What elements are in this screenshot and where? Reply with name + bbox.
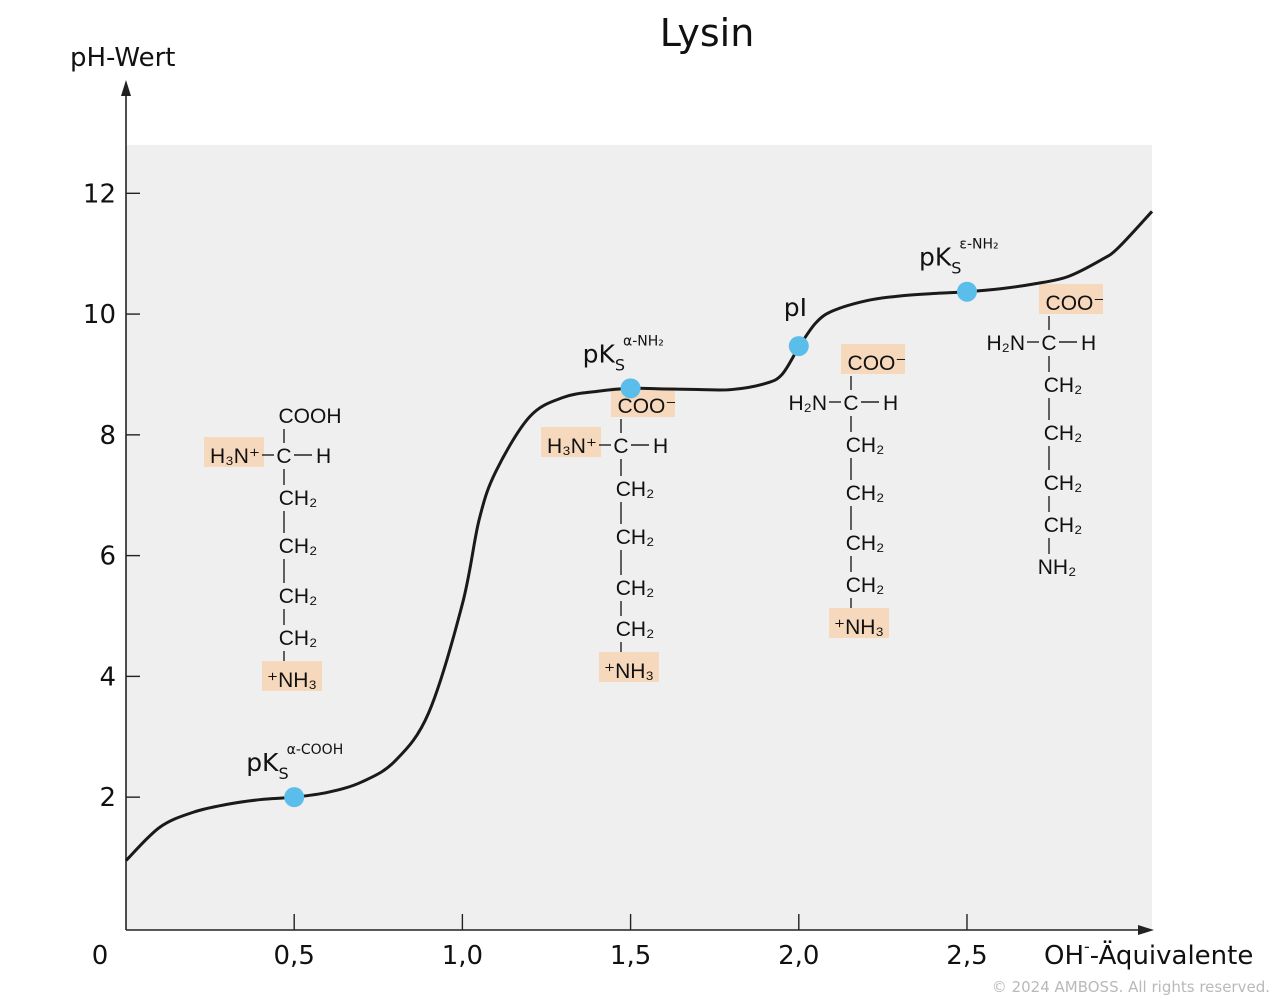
chain-group-2: CH₂ xyxy=(846,532,884,555)
alpha-carbon: C xyxy=(1041,332,1056,355)
alpha-carbon: C xyxy=(276,445,291,468)
bottom-highlight xyxy=(599,652,659,682)
chain-group-1: CH₂ xyxy=(279,535,317,558)
y-tick-label: 4 xyxy=(99,662,116,692)
chain-group-3: CH₂ xyxy=(616,618,654,641)
chain-group-2: CH₂ xyxy=(616,577,654,600)
chain-group-0: CH₂ xyxy=(279,487,317,510)
structure-1: COO⁻ H₃N⁺ C H CH₂ CH₂ CH₂ CH₂ ⁺NH₃ xyxy=(541,387,676,683)
top-group: COO⁻ xyxy=(1046,292,1105,315)
bottom-group: ⁺NH₃ xyxy=(267,669,317,692)
x-tick-label: 0,5 xyxy=(274,941,315,971)
point-1 xyxy=(620,378,641,399)
structure-2: COO⁻ H₂N C H CH₂ CH₂ CH₂ CH₂ ⁺NH₃ xyxy=(789,344,907,639)
chain-group-1: CH₂ xyxy=(616,526,654,549)
y-tick-label: 2 xyxy=(99,783,116,813)
right-group: H xyxy=(316,445,331,468)
top-group: COO⁻ xyxy=(848,352,907,375)
bottom-group: ⁺NH₃ xyxy=(604,660,654,683)
x-tick-label: 2,5 xyxy=(946,941,987,971)
left-highlight xyxy=(541,427,601,457)
left-group: H₃N⁺ xyxy=(210,445,260,468)
y-tick-label: 6 xyxy=(99,542,116,572)
left-group: H₃N⁺ xyxy=(547,435,597,458)
copyright: © 2024 AMBOSS. All rights reserved. xyxy=(991,978,1270,996)
chain-group-1: CH₂ xyxy=(1044,422,1082,445)
chain-group-2: CH₂ xyxy=(1044,472,1082,495)
y-tick-label: 12 xyxy=(83,179,116,209)
point-0 xyxy=(284,787,305,808)
top-highlight xyxy=(841,344,905,374)
y-tick-label: 10 xyxy=(83,300,116,330)
chain-group-0: CH₂ xyxy=(616,478,654,501)
bottom-highlight xyxy=(262,661,322,691)
axes xyxy=(121,80,1154,935)
right-group: H xyxy=(1081,332,1096,355)
chain-group-3: CH₂ xyxy=(279,627,317,650)
bottom-group: NH₂ xyxy=(1038,556,1076,579)
ticks: 0,5 1,0 1,5 2,0 2,5 2 4 6 8 10 12 xyxy=(83,179,988,971)
x-tick-label: 1,0 xyxy=(442,941,483,971)
left-group: H₂N xyxy=(987,332,1025,355)
y-tick-label: 8 xyxy=(99,421,116,451)
top-group: COO⁻ xyxy=(618,395,677,418)
alpha-carbon: C xyxy=(613,435,628,458)
x-axis-label: OH--Äquivalente xyxy=(1044,937,1253,971)
left-highlight xyxy=(204,437,264,467)
right-group: H xyxy=(883,392,898,415)
origin-label: 0 xyxy=(92,941,109,971)
point-3 xyxy=(956,281,977,302)
left-group: H₂N xyxy=(789,392,827,415)
alpha-carbon: C xyxy=(843,392,858,415)
top-highlight xyxy=(1039,284,1103,314)
chain-group-0: CH₂ xyxy=(846,434,884,457)
structure-0: COOH H₃N⁺ C H CH₂ CH₂ CH₂ CH₂ ⁺NH₃ xyxy=(204,405,342,692)
point-label-3: pKSε-NH₂ xyxy=(919,237,999,278)
point-label-1: pKSα-NH₂ xyxy=(583,333,664,374)
x-tick-label: 2,0 xyxy=(778,941,819,971)
chain-group-3: CH₂ xyxy=(1044,514,1082,537)
chain-group-2: CH₂ xyxy=(279,585,317,608)
y-axis-arrow xyxy=(121,80,131,96)
chain-group-3: CH₂ xyxy=(846,574,884,597)
chart-title: Lysin xyxy=(660,11,755,55)
bottom-group: ⁺NH₃ xyxy=(834,616,884,639)
chain-group-1: CH₂ xyxy=(846,482,884,505)
x-tick-label: 1,5 xyxy=(610,941,651,971)
points: pKSα-COOH pKSα-NH₂ pI pKSε-NH₂ xyxy=(246,237,999,808)
point-label-2: pI xyxy=(784,293,807,322)
point-label-0: pKSα-COOH xyxy=(246,742,343,783)
top-group: COOH xyxy=(279,405,342,428)
x-axis-arrow xyxy=(1138,925,1154,935)
structure-3: COO⁻ H₂N C H CH₂ CH₂ CH₂ CH₂ NH₂ xyxy=(987,284,1105,579)
chain-group-0: CH₂ xyxy=(1044,374,1082,397)
y-axis-label: pH-Wert xyxy=(70,43,175,73)
point-2 xyxy=(788,336,809,357)
right-group: H xyxy=(653,435,668,458)
bottom-highlight xyxy=(829,608,889,638)
